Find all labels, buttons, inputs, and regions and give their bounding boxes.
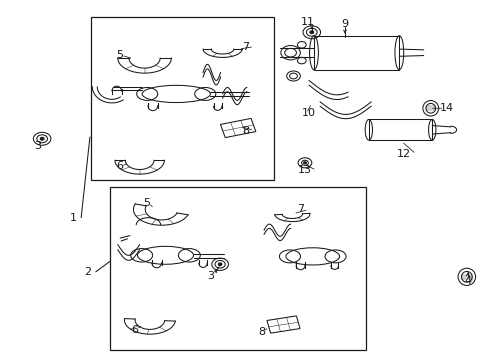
Text: 5: 5 bbox=[143, 198, 150, 208]
Text: 5: 5 bbox=[116, 50, 123, 60]
Text: 13: 13 bbox=[297, 165, 311, 175]
Text: 3: 3 bbox=[206, 271, 213, 281]
Bar bbox=[91, 17, 273, 180]
Text: 14: 14 bbox=[439, 103, 453, 113]
Circle shape bbox=[218, 263, 222, 266]
Text: 1: 1 bbox=[69, 213, 76, 222]
Bar bbox=[110, 187, 366, 350]
Bar bbox=[368, 120, 431, 140]
Text: 8: 8 bbox=[258, 327, 264, 337]
Bar bbox=[313, 36, 399, 70]
Circle shape bbox=[303, 162, 306, 164]
Text: 4: 4 bbox=[463, 276, 470, 286]
Text: 2: 2 bbox=[84, 267, 91, 277]
Text: 6: 6 bbox=[116, 161, 123, 171]
Text: 3: 3 bbox=[34, 141, 41, 151]
Text: 11: 11 bbox=[300, 17, 314, 27]
Circle shape bbox=[40, 137, 44, 140]
Text: 9: 9 bbox=[341, 19, 348, 29]
Text: 8: 8 bbox=[242, 126, 249, 135]
Text: 12: 12 bbox=[396, 149, 410, 159]
Text: 6: 6 bbox=[131, 325, 138, 334]
Text: 7: 7 bbox=[242, 42, 249, 51]
Text: 10: 10 bbox=[301, 108, 315, 118]
Text: 7: 7 bbox=[296, 204, 304, 215]
Circle shape bbox=[309, 31, 313, 34]
